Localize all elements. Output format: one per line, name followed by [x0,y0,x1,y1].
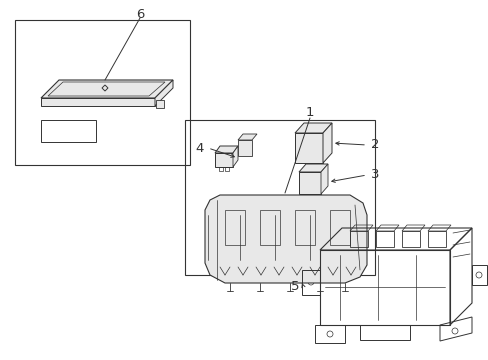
Polygon shape [238,134,257,140]
Polygon shape [232,146,238,167]
Polygon shape [156,100,163,108]
Text: 1: 1 [305,107,314,120]
Polygon shape [298,172,320,194]
Polygon shape [294,133,323,163]
Text: 4: 4 [195,141,204,154]
Polygon shape [294,123,331,133]
Polygon shape [215,153,232,167]
Text: 2: 2 [370,139,379,152]
Polygon shape [215,146,238,153]
Polygon shape [155,80,173,106]
Polygon shape [320,164,327,194]
Polygon shape [41,98,155,106]
Text: 5: 5 [290,279,299,292]
Text: 3: 3 [370,168,379,181]
Polygon shape [48,82,164,96]
Polygon shape [238,140,251,156]
Polygon shape [298,164,327,172]
Polygon shape [204,195,366,283]
Text: 6: 6 [136,8,144,21]
Polygon shape [323,123,331,163]
Polygon shape [41,80,173,98]
